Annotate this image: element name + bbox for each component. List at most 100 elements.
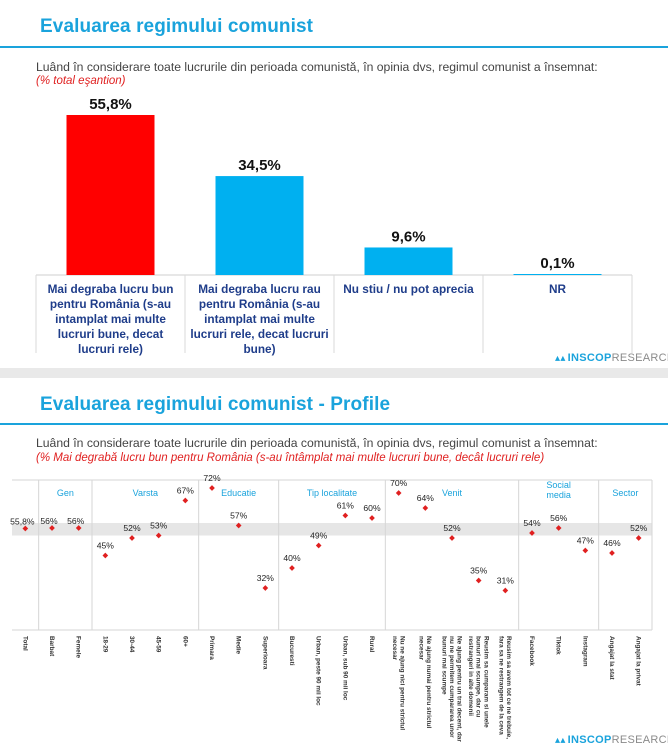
data-point bbox=[182, 497, 189, 504]
slide-overall: Evaluarea regimului comunist Luând în co… bbox=[0, 0, 668, 368]
point-category-label: Superioara bbox=[261, 636, 268, 670]
point-value-label: 67% bbox=[177, 486, 195, 496]
point-label-group: Facebook bbox=[528, 636, 535, 666]
slide1-base-note: (% total eşantion) bbox=[36, 75, 126, 87]
point-label-group: Primara bbox=[208, 636, 215, 660]
point-label-group: Nu ne ajung nici pentru strictulnecesar bbox=[391, 636, 406, 730]
group-label-line: Varsta bbox=[133, 488, 158, 498]
point-category-label: Facebook bbox=[528, 636, 535, 666]
point-category-label: Ne ajung pentru un trai decent, darnu ne… bbox=[440, 636, 462, 742]
point-category-label: 18-29 bbox=[101, 636, 108, 653]
point-category-label-line: restrangeri in alte domenii bbox=[467, 636, 474, 716]
point-category-label-line: necesar bbox=[418, 636, 425, 661]
slide2-title: Evaluarea regimului comunist - Profile bbox=[40, 394, 391, 415]
point-value-label: 32% bbox=[257, 573, 275, 583]
bar-value-label: 55,8% bbox=[89, 96, 132, 113]
point-category-label: Femele bbox=[75, 636, 82, 658]
point-category-label: Tiktok bbox=[555, 636, 562, 655]
category-label-line: Mai degraba lucru bun bbox=[48, 282, 174, 296]
point-category-label: Bucuresti bbox=[288, 636, 295, 666]
point-category-label: Reusim sa avem tot ce ne trebuie,fara sa… bbox=[498, 636, 513, 739]
point-category-label-line: Urban, peste 90 mii loc bbox=[315, 636, 322, 706]
data-point bbox=[129, 535, 135, 541]
category-label-line: Nu stiu / nu pot aprecia bbox=[343, 282, 474, 296]
point-value-label: 46% bbox=[603, 538, 621, 548]
point-category-label-line: Angajat la stat bbox=[608, 636, 615, 681]
data-point bbox=[449, 535, 455, 541]
data-point bbox=[22, 525, 29, 532]
point-category-label: 30-44 bbox=[128, 636, 135, 653]
point-category-label-line: Primara bbox=[208, 636, 215, 660]
group-label-line: Tip localitate bbox=[307, 488, 357, 498]
category-label-line: bune) bbox=[243, 342, 275, 356]
group-label-line: Venit bbox=[442, 488, 463, 498]
point-category-label: Urban, peste 90 mii loc bbox=[315, 636, 322, 706]
point-category-label: Urban, sub 90 mii loc bbox=[341, 636, 348, 701]
logo-mark-icon: ▴▴ bbox=[555, 353, 566, 364]
point-category-label-line: Total bbox=[21, 636, 28, 651]
point-label-group: Angajat la privat bbox=[635, 636, 642, 687]
group-label-line: Gen bbox=[57, 488, 74, 498]
point-value-label: 60% bbox=[363, 503, 381, 513]
point-category-label: 60+ bbox=[181, 636, 188, 647]
point-category-label-line: Rural bbox=[368, 636, 375, 653]
point-label-group: Reusim sa cumparam si unelebunuri mai sc… bbox=[467, 636, 489, 728]
inscop-logo: ▴▴INSCOPRESEARCH bbox=[555, 352, 668, 364]
point-category-label-line: bunuri mai scumpe, dar cu bbox=[475, 636, 482, 717]
point-label-group: Ne ajung pentru un trai decent, darnu ne… bbox=[440, 636, 462, 742]
point-category-label-line: Facebook bbox=[528, 636, 535, 666]
point-label-group: 30-44 bbox=[128, 636, 135, 653]
point-label-group: Angajat la stat bbox=[608, 636, 615, 681]
point-category-label-line: 30-44 bbox=[128, 636, 135, 653]
bar bbox=[513, 274, 602, 275]
point-value-label: 40% bbox=[283, 553, 301, 563]
data-point bbox=[49, 525, 55, 531]
point-category-label: 45-59 bbox=[155, 636, 162, 653]
point-category-label-line: Ne ajung pentru un trai decent, dar bbox=[456, 636, 463, 742]
group-label: Tip localitate bbox=[307, 488, 357, 498]
point-category-label-line: 45-59 bbox=[155, 636, 162, 653]
group-label: Social media bbox=[546, 480, 571, 500]
group-label: Gen bbox=[57, 488, 74, 498]
point-category-label: Primara bbox=[208, 636, 215, 660]
category-label-line: pentru România (s-au bbox=[199, 297, 320, 311]
data-point bbox=[582, 547, 589, 554]
point-category-label-line: Reusim sa cumparam si unele bbox=[482, 636, 489, 728]
data-point bbox=[369, 515, 375, 521]
point-category-label: Total bbox=[21, 636, 28, 651]
data-point bbox=[262, 585, 269, 591]
point-value-label: 61% bbox=[337, 501, 355, 511]
point-label-group: Femele bbox=[75, 636, 82, 658]
data-point bbox=[235, 522, 242, 529]
point-label-group: Medie bbox=[235, 636, 242, 655]
category-label-line: pentru România (s-au bbox=[50, 297, 171, 311]
category-label-line: Mai degraba lucru rau bbox=[198, 282, 321, 296]
group-label-line: Sector bbox=[612, 488, 638, 498]
group-label: Venit bbox=[442, 488, 463, 498]
data-point bbox=[209, 485, 215, 491]
data-point bbox=[342, 512, 349, 519]
point-label-group: Barbat bbox=[48, 636, 55, 657]
point-category-label-line: Medie bbox=[235, 636, 242, 655]
category-label-line: lucruri rele, decat lucruri bbox=[190, 327, 328, 341]
inscop-logo: ▴▴INSCOPRESEARCH bbox=[555, 734, 668, 746]
group-label-line: Social bbox=[546, 480, 571, 490]
logo-mark-icon: ▴▴ bbox=[555, 735, 566, 746]
point-value-label: 56% bbox=[40, 516, 58, 526]
point-category-label-line: 18-29 bbox=[101, 636, 108, 653]
data-point bbox=[609, 550, 615, 556]
point-category-label: Ne ajung numai pentru strictulnecesar bbox=[418, 636, 433, 729]
slide-separator bbox=[0, 368, 668, 378]
point-value-label: 72% bbox=[203, 473, 221, 483]
category-label-line: intamplat mai multe bbox=[55, 312, 166, 326]
category-label-line: intamplat mai multe bbox=[204, 312, 315, 326]
group-label-line: Educatie bbox=[221, 488, 256, 498]
point-label-group: 18-29 bbox=[101, 636, 108, 653]
data-point bbox=[635, 535, 642, 541]
profile-chart: Gen Varsta Educatie Tip localitate Venit Soci… bbox=[10, 473, 653, 742]
point-label-group: Urban, peste 90 mii loc bbox=[315, 636, 322, 706]
slide2-question: Luând în considerare toate lucrurile din… bbox=[36, 436, 598, 450]
data-point bbox=[75, 525, 82, 531]
data-point bbox=[395, 490, 402, 496]
group-label-line: media bbox=[546, 490, 571, 500]
